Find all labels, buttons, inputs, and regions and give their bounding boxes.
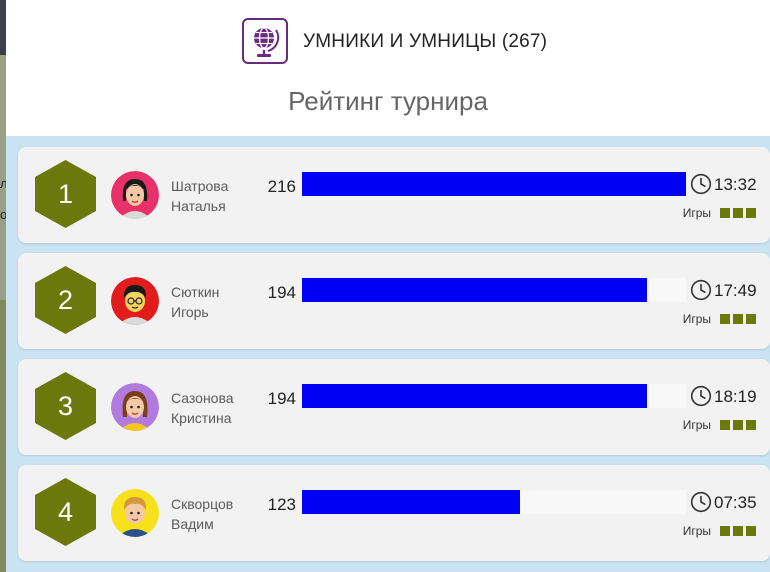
player-name: Сазонова Кристина xyxy=(171,390,234,426)
rating-list: 1 Шатрова Наталья 216 xyxy=(6,136,770,572)
games-indicator: Игры xyxy=(683,206,756,220)
rating-row[interactable]: 1 Шатрова Наталья 216 xyxy=(18,147,770,243)
game-square xyxy=(746,208,756,218)
score-bar-fill xyxy=(302,384,647,408)
girl-avatar-icon xyxy=(111,383,159,431)
games-label: Игры xyxy=(682,418,711,432)
games-indicator: Игры xyxy=(683,312,756,326)
games-label: Игры xyxy=(682,206,711,220)
rank-badge: 3 xyxy=(35,372,96,440)
rank-badge: 1 xyxy=(35,160,96,228)
games-label: Игры xyxy=(682,524,711,538)
score-bar xyxy=(302,384,686,408)
game-square xyxy=(720,314,730,324)
player-time: 13:32 xyxy=(714,175,757,194)
games-indicator: Игры xyxy=(683,418,756,432)
background-text-fragment: л xyxy=(0,176,8,191)
game-square xyxy=(746,420,756,430)
game-square xyxy=(720,208,730,218)
game-square xyxy=(720,526,730,536)
rank-badge: 2 xyxy=(35,266,96,334)
boy-avatar-icon xyxy=(111,277,159,325)
rating-header: УМНИКИ И УМНИЦЫ (267) Рейтинг турнира xyxy=(6,0,770,136)
game-square xyxy=(733,314,743,324)
background-text-fragment: о xyxy=(0,207,8,222)
score-bar xyxy=(302,278,686,302)
score-bar xyxy=(302,490,686,514)
girl-avatar-icon xyxy=(111,171,159,219)
player-name: Шатрова Наталья xyxy=(171,178,229,214)
player-time: 07:35 xyxy=(714,493,757,512)
games-label: Игры xyxy=(682,312,711,326)
rating-row[interactable]: 2 Сюткин Игорь 194 xyxy=(18,253,770,349)
player-score: 216 xyxy=(267,177,296,196)
player-name: Сюткин Игорь xyxy=(171,284,220,320)
games-indicator: Игры xyxy=(683,524,756,538)
globe-icon xyxy=(242,18,288,64)
player-score: 123 xyxy=(267,495,296,514)
page-title: Рейтинг турнира xyxy=(288,86,488,116)
score-bar-fill xyxy=(302,278,647,302)
rating-row[interactable]: 4 Скворцов Вадим 123 xyxy=(18,465,770,561)
player-name: Скворцов Вадим xyxy=(171,496,234,532)
game-square xyxy=(733,420,743,430)
boy-avatar-icon xyxy=(111,489,159,537)
rating-panel: УМНИКИ И УМНИЦЫ (267) Рейтинг турнира 1 xyxy=(6,0,770,572)
tournament-name: УМНИКИ И УМНИЦЫ (267) xyxy=(303,31,548,52)
score-bar-fill xyxy=(302,172,686,196)
clock-icon xyxy=(690,173,712,195)
player-time: 17:49 xyxy=(714,281,757,300)
game-square xyxy=(746,314,756,324)
game-square xyxy=(720,420,730,430)
game-square xyxy=(746,526,756,536)
clock-icon xyxy=(690,385,712,407)
player-score: 194 xyxy=(267,389,296,408)
rating-row[interactable]: 3 Сазонова Кристина 194 xyxy=(18,359,770,455)
rank-badge: 4 xyxy=(35,478,96,546)
score-bar xyxy=(302,172,686,196)
player-score: 194 xyxy=(267,283,296,302)
clock-icon xyxy=(690,279,712,301)
player-time: 18:19 xyxy=(714,387,757,406)
clock-icon xyxy=(690,491,712,513)
score-bar-fill xyxy=(302,490,521,514)
game-square xyxy=(733,208,743,218)
background-app-edge: л о xyxy=(0,0,8,572)
game-square xyxy=(733,526,743,536)
